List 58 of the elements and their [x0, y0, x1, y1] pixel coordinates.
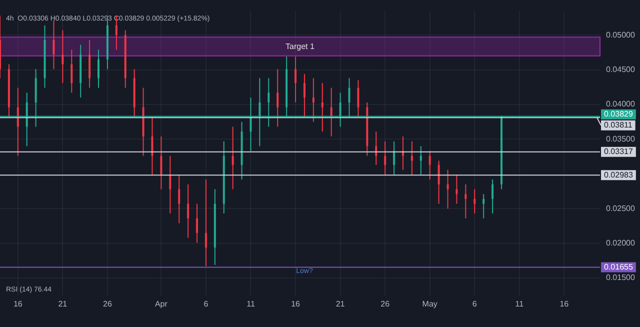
candlestick [410, 140, 413, 176]
candlestick [204, 178, 207, 267]
legend-label: 0.03811 [604, 120, 633, 130]
x-tick-label: 11 [515, 299, 524, 308]
x-tick-label: 21 [336, 299, 346, 308]
candlestick [276, 68, 279, 128]
candlestick [88, 39, 91, 88]
y-tick-label: 0.04500 [606, 65, 636, 74]
candlestick [375, 131, 378, 166]
candlestick [232, 126, 234, 190]
candlestick [303, 73, 306, 118]
candlestick [428, 150, 431, 180]
ref-line-label: 0.03317 [604, 147, 634, 156]
candlestick [384, 140, 386, 176]
x-tick-label: 16 [560, 299, 570, 308]
y-tick-label: 0.04000 [606, 100, 636, 109]
x-tick-label: 21 [58, 299, 68, 308]
x-tick-label: 26 [103, 299, 112, 308]
candlestick [70, 49, 73, 94]
candlestick [160, 136, 162, 190]
candlestick [464, 184, 467, 219]
x-tick-label: 6 [204, 299, 209, 308]
x-tick-label: 16 [291, 299, 301, 308]
ref-line-label: 0.03829 [604, 110, 634, 119]
x-tick-label: 16 [13, 299, 23, 308]
y-tick-label: 0.01500 [606, 273, 636, 282]
x-tick-label: May [422, 299, 438, 308]
ref-line-label: 0.01655 [604, 262, 634, 272]
candlestick [178, 174, 180, 224]
candlestick [321, 82, 324, 132]
candlestick [438, 160, 440, 204]
candlestick [420, 146, 422, 176]
candlestick [482, 194, 485, 219]
candlestick [492, 178, 494, 214]
candlestick [151, 116, 154, 176]
band-label: Target 1 [286, 42, 316, 51]
y-tick-label: 0.02500 [606, 204, 636, 213]
candlestick [393, 140, 396, 176]
candlestick [98, 49, 100, 88]
ref-line-label: 0.02983 [604, 170, 634, 180]
candlestick [169, 155, 172, 214]
candlestick [196, 203, 198, 244]
candlestick [52, 20, 55, 70]
candlestick [357, 80, 360, 118]
candlestick [446, 169, 449, 210]
candlestick [312, 78, 314, 122]
x-tick-label: Apr [154, 299, 168, 308]
candlestick [294, 56, 297, 103]
y-tick-label: 0.03500 [606, 134, 636, 144]
candlestick [474, 188, 476, 214]
candlestick [187, 184, 190, 238]
candlestick [456, 174, 458, 204]
candlestick [62, 30, 64, 84]
x-tick-label: 26 [380, 299, 390, 308]
y-tick-label: 0.02000 [606, 238, 636, 248]
y-tick-label: 0.05000 [606, 30, 636, 40]
x-tick-label: 6 [472, 299, 478, 308]
x-tick-label: 11 [246, 299, 256, 308]
